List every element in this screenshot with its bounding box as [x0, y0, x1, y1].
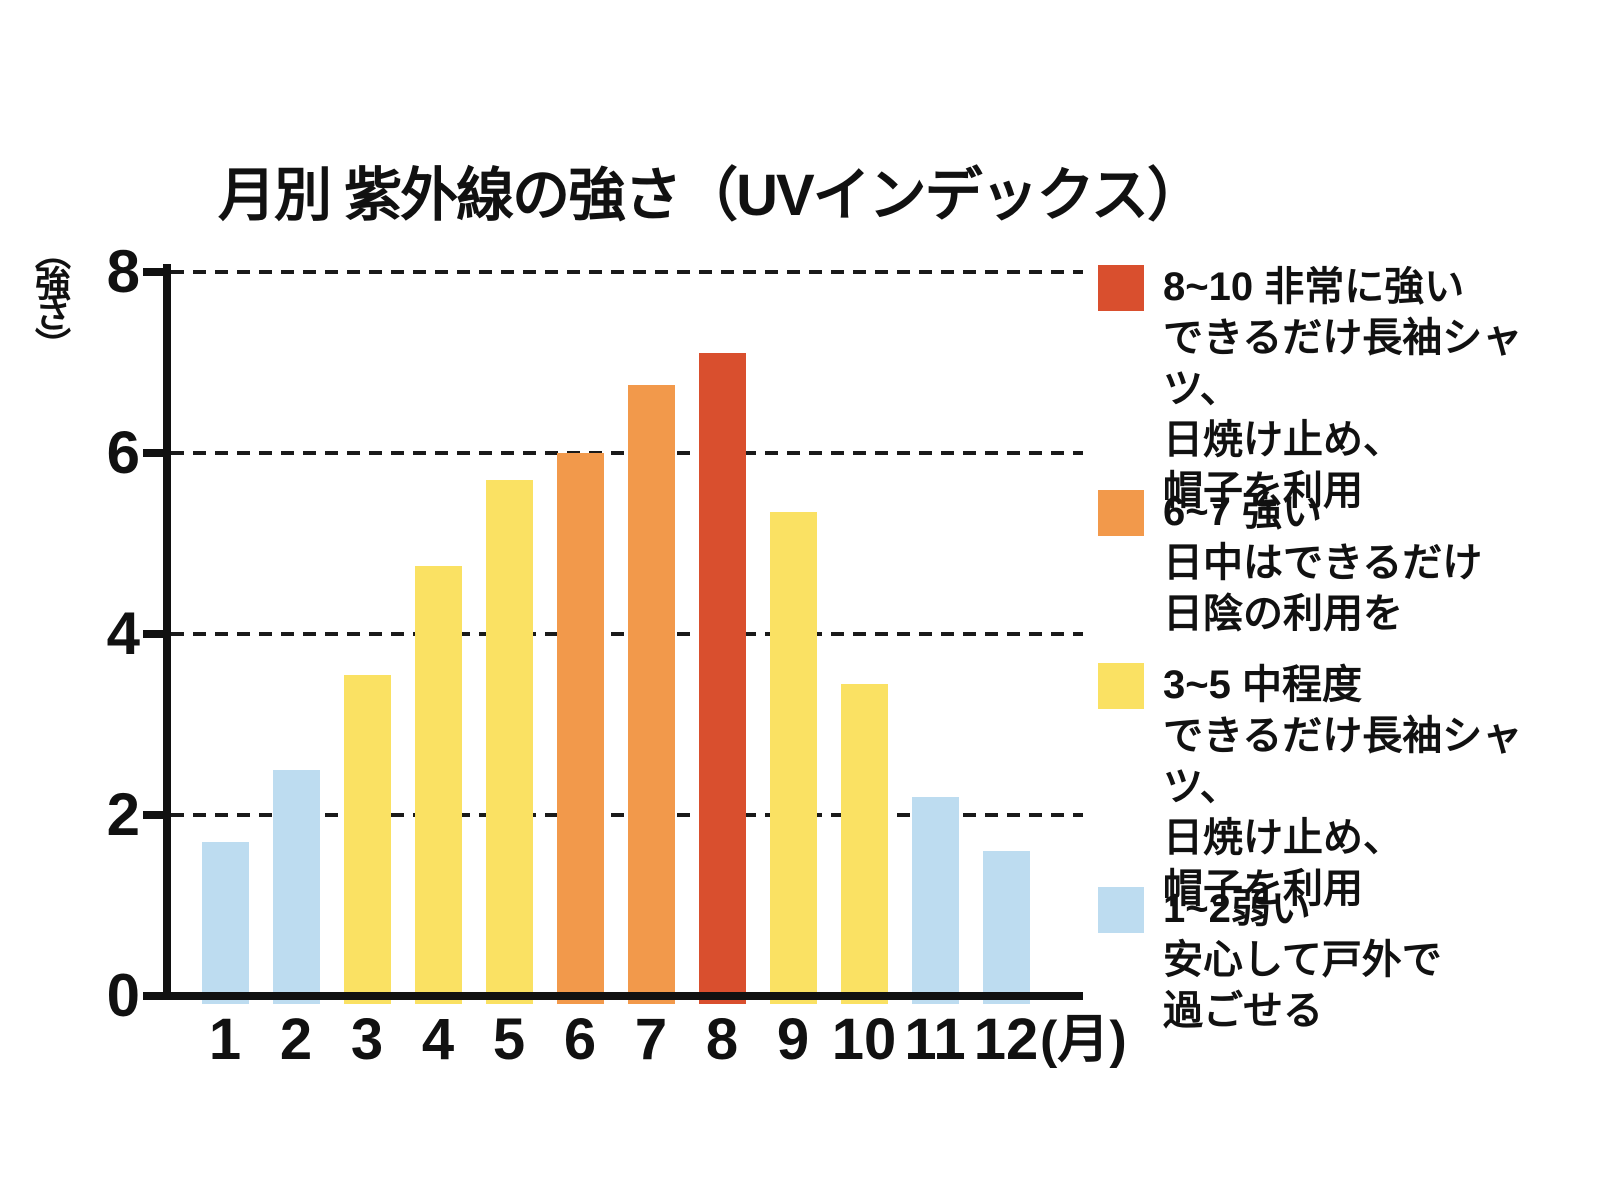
x-tick-label-5: 5	[492, 1007, 526, 1072]
legend-text-moderate: 3~5 中程度 できるだけ長袖シャツ、 日焼け止め、 帽子を利用	[1163, 663, 1523, 911]
x-tick-label-1: 1	[208, 1007, 242, 1072]
bar-month-9	[769, 511, 817, 1004]
x-tick-label-7: 7	[634, 1007, 668, 1072]
legend-entry-moderate: 3~5 中程度 できるだけ長袖シャツ、 日焼け止め、 帽子を利用	[1098, 660, 1598, 915]
legend-swatch-weak	[1098, 887, 1144, 933]
bar-month-3	[343, 674, 391, 1004]
bar-month-11	[911, 796, 959, 1004]
bar-month-8	[698, 353, 746, 1004]
x-tick-label-2: 2	[279, 1007, 313, 1072]
x-axis-month-suffix: (月)	[1040, 1011, 1127, 1069]
gridline-4	[171, 632, 1083, 636]
legend-entry-weak: 1~2弱い 安心して戸外で 過ごせる	[1098, 884, 1442, 1037]
gridline-6	[171, 451, 1083, 455]
legend-entry-very_strong: 8~10 非常に強い できるだけ長袖シャツ、 日焼け止め、 帽子を利用	[1098, 262, 1598, 517]
x-tick-label-12: 12	[973, 1007, 1039, 1072]
legend-text-very_strong: 8~10 非常に強い できるだけ長袖シャツ、 日焼け止め、 帽子を利用	[1163, 265, 1523, 513]
bar-month-10	[840, 683, 888, 1004]
y-tick-label-4: 4	[106, 600, 140, 667]
y-axis-line	[163, 264, 171, 1000]
legend-swatch-very_strong	[1098, 265, 1144, 311]
bar-month-12	[982, 851, 1030, 1004]
bar-month-5	[485, 480, 533, 1004]
legend-entry-strong: 6~7 強い 日中はできるだけ 日陰の利用を	[1098, 487, 1482, 640]
y-axis-unit-label: （強さ）	[30, 234, 71, 358]
x-axis-line	[143, 992, 1083, 1000]
x-tick-label-9: 9	[776, 1007, 810, 1072]
gridline-2	[171, 813, 1083, 817]
bar-month-6	[556, 453, 604, 1004]
y-tick-label-0: 0	[106, 962, 140, 1029]
x-tick-label-4: 4	[421, 1007, 455, 1072]
legend-swatch-moderate	[1098, 663, 1144, 709]
y-tick-label-6: 6	[106, 419, 140, 486]
y-tick-label-8: 8	[106, 238, 140, 305]
y-tick-2	[143, 811, 171, 819]
chart-title: 月別 紫外線の強さ（UVインデックス）	[218, 163, 1205, 228]
legend-text-weak: 1~2弱い 安心して戸外で 過ごせる	[1163, 887, 1442, 1033]
bar-month-4	[414, 566, 462, 1004]
y-tick-8	[143, 268, 171, 276]
legend: 8~10 非常に強い できるだけ長袖シャツ、 日焼け止め、 帽子を利用 6~7 強…	[1098, 0, 1598, 1200]
y-tick-label-2: 2	[106, 781, 140, 848]
y-tick-6	[143, 449, 171, 457]
x-tick-label-6: 6	[563, 1007, 597, 1072]
gridline-8	[171, 270, 1083, 274]
x-tick-label-10: 10	[831, 1007, 897, 1072]
y-tick-4	[143, 630, 171, 638]
bar-month-1	[201, 842, 249, 1004]
x-tick-label-3: 3	[350, 1007, 384, 1072]
x-tick-label-8: 8	[705, 1007, 739, 1072]
legend-text-strong: 6~7 強い 日中はできるだけ 日陰の利用を	[1163, 490, 1483, 636]
bar-month-2	[272, 769, 320, 1004]
bar-month-7	[627, 385, 675, 1004]
legend-swatch-strong	[1098, 490, 1144, 536]
x-tick-label-11: 11	[904, 1007, 966, 1072]
